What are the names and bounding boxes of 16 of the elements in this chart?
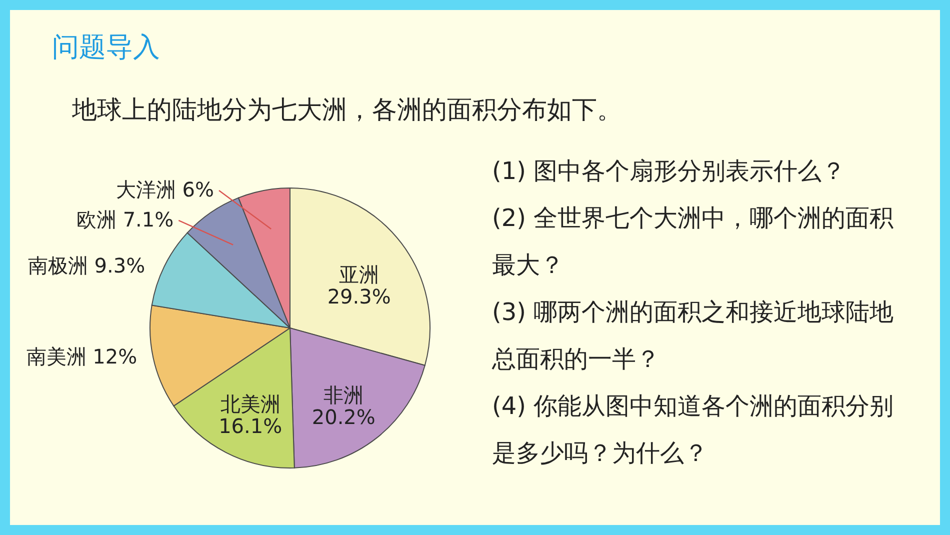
text: (4) 你能从图中知道各个洲的面积分别是多少吗？为什么？ bbox=[492, 392, 894, 467]
slice-label: 北美洲 bbox=[220, 392, 280, 416]
data-label: 29.3% bbox=[327, 284, 391, 308]
text: (3) 哪两个洲的面积之和接近地球陆地总面积的一半？ bbox=[491, 298, 894, 373]
text: (1) 图中各个扇形分别表示什么？ bbox=[492, 157, 846, 185]
chart-subtitle: 地球上的陆地分为七大洲，各洲的面积分布如下。 bbox=[71, 95, 622, 124]
data-label: 16.1% bbox=[218, 414, 282, 438]
slice-label: 大洋洲 6% bbox=[116, 177, 214, 202]
chart-title: 问题导入 bbox=[52, 32, 160, 63]
slice-label: 亚洲 bbox=[339, 262, 380, 286]
slice-label: 南美洲 12% bbox=[26, 344, 138, 369]
slice-label: 南极洲 9.3% bbox=[28, 253, 146, 278]
text: (2) 全世界七个大洲中，哪个洲的面积最大？ bbox=[492, 204, 894, 279]
data-label: 20.2% bbox=[312, 405, 376, 430]
slice-label: 欧洲 7.1% bbox=[76, 207, 174, 232]
slice-label: 非洲 bbox=[324, 383, 364, 408]
